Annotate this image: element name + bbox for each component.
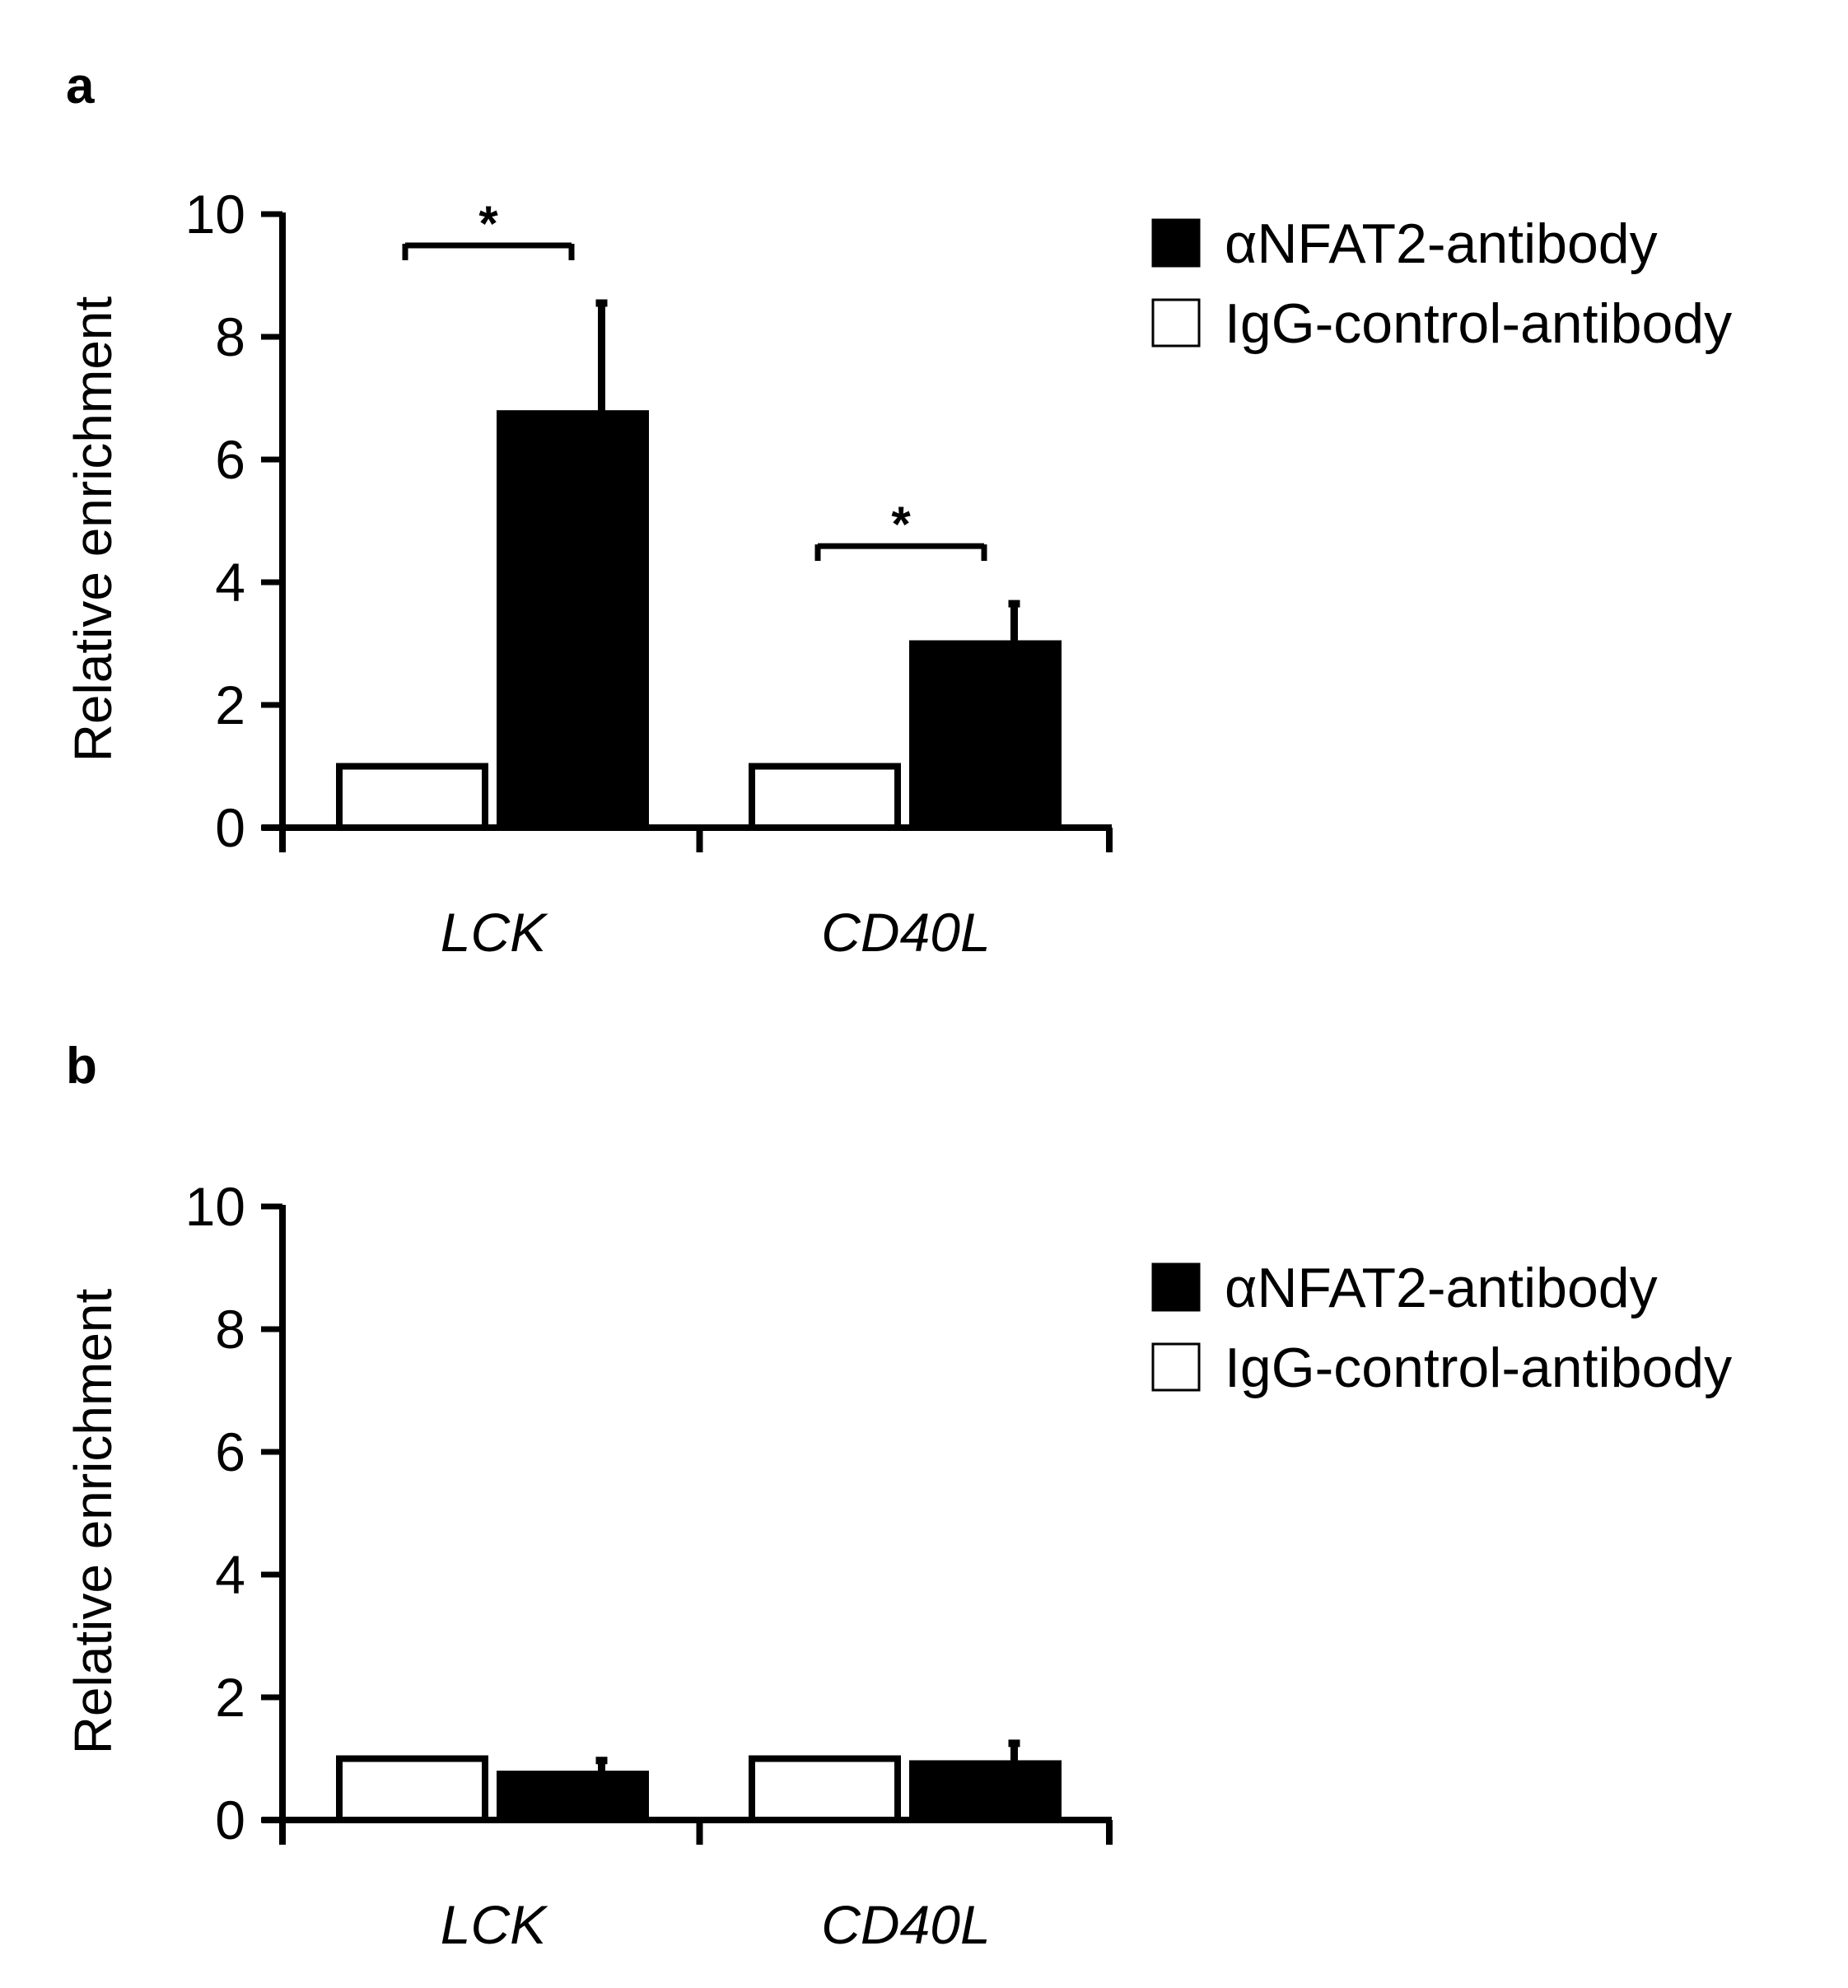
bar-igg-lck [336, 763, 488, 831]
significance-bracket: * [402, 196, 575, 261]
bar-igg-cd40l [749, 1755, 901, 1823]
legend-label: IgG-control-antibody [1225, 292, 1732, 355]
x-category-label: CD40L [821, 1894, 990, 1955]
significance-star: * [891, 497, 911, 552]
legend-label: αNFAT2-antibody [1225, 212, 1658, 275]
panel-letter: b [66, 1038, 97, 1094]
y-tick-label: 2 [215, 1667, 245, 1728]
legend-label: αNFAT2-antibody [1225, 1257, 1658, 1319]
x-category-label: CD40L [821, 902, 990, 963]
chart-panel-b: b 0 2 4 6 8 10 Relative enrichment LCK CD40L αNFAT… [63, 1038, 1732, 1955]
bar-igg-cd40l [749, 763, 901, 831]
y-tick-label: 10 [185, 184, 245, 245]
legend-swatch [1151, 1342, 1201, 1392]
significance-bracket: * [814, 497, 987, 562]
y-tick-label: 8 [215, 306, 245, 367]
panel-letter: a [66, 58, 95, 114]
y-tick-label: 10 [185, 1176, 245, 1237]
y-tick-label: 0 [215, 797, 245, 858]
y-axis-title: Relative enrichment [63, 296, 123, 762]
y-tick-label: 2 [215, 674, 245, 735]
legend-swatch [1151, 298, 1201, 348]
bar-igg-lck [336, 1755, 488, 1823]
y-axis-title: Relative enrichment [63, 1288, 123, 1754]
bar-nfat2-cd40l [909, 640, 1062, 831]
legend-swatch [1151, 218, 1201, 268]
y-tick-label: 4 [215, 1544, 245, 1605]
x-category-label: LCK [441, 902, 548, 963]
legend-label: IgG-control-antibody [1225, 1337, 1732, 1399]
chart-panel-a: a 0 2 4 6 8 10 Relative enrichment LCK CD40L * * αNF… [63, 58, 1732, 963]
bar-nfat2-lck [497, 410, 649, 831]
bar-nfat2-cd40l [909, 1760, 1062, 1823]
legend-swatch [1151, 1262, 1201, 1312]
significance-star: * [478, 196, 498, 251]
bar-nfat2-lck [497, 1771, 649, 1823]
x-category-label: LCK [441, 1894, 548, 1955]
y-tick-label: 6 [215, 1421, 245, 1482]
y-tick-label: 8 [215, 1299, 245, 1360]
y-tick-label: 6 [215, 429, 245, 490]
y-tick-label: 4 [215, 552, 245, 613]
y-tick-label: 0 [215, 1790, 245, 1850]
